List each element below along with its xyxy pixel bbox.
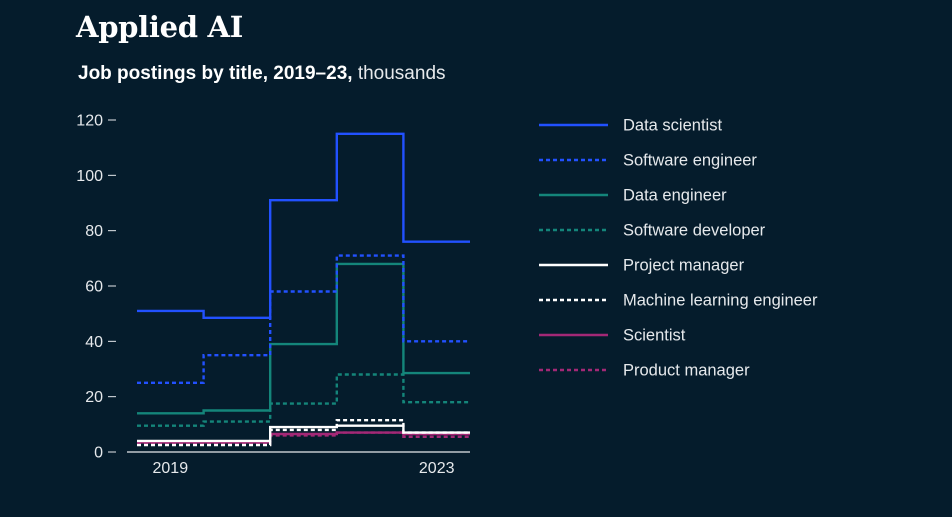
y-axis: 0 20 40 60 80 100 120 bbox=[76, 113, 116, 462]
y-tick-label-40: 40 bbox=[85, 334, 103, 351]
x-tick-label-first: 2019 bbox=[153, 460, 189, 477]
chart-subtitle: Job postings by title, 2019–23, thousand… bbox=[78, 63, 446, 85]
subtitle-main: Job postings by title, 2019–23, bbox=[78, 63, 353, 84]
series-line-data-engineer bbox=[137, 262, 470, 415]
subtitle-unit: thousands bbox=[352, 63, 446, 84]
legend-label: Machine learning engineer bbox=[623, 292, 818, 310]
legend-label: Scientist bbox=[623, 327, 686, 345]
legend-label: Software developer bbox=[623, 222, 766, 240]
legend-item-product-manager: Product manager bbox=[539, 362, 750, 380]
y-tick-label-60: 60 bbox=[85, 279, 103, 296]
chart-title: Applied AI bbox=[76, 10, 243, 44]
x-axis: 2019 2023 bbox=[127, 451, 470, 477]
y-tick-label-120: 120 bbox=[76, 113, 103, 130]
legend-label: Software engineer bbox=[623, 152, 757, 170]
series-line-software-developer bbox=[137, 373, 470, 427]
series-layer bbox=[137, 132, 470, 447]
series-line-data-scientist bbox=[137, 132, 470, 319]
legend-label: Product manager bbox=[623, 362, 750, 380]
legend-item-scientist: Scientist bbox=[539, 327, 686, 345]
series-line-product-manager bbox=[137, 431, 470, 445]
legend-item-data-engineer: Data engineer bbox=[539, 187, 727, 205]
legend-label: Data engineer bbox=[623, 187, 727, 205]
legend-item-data-scientist: Data scientist bbox=[539, 117, 722, 135]
legend: Data scientist Software engineer Data engi… bbox=[539, 117, 818, 380]
legend-item-software-engineer: Software engineer bbox=[539, 152, 757, 170]
legend-item-software-developer: Software developer bbox=[539, 222, 766, 240]
legend-item-project-manager: Project manager bbox=[539, 257, 745, 275]
y-tick-label-20: 20 bbox=[85, 389, 103, 406]
legend-label: Data scientist bbox=[623, 117, 722, 135]
legend-item-machine-learning-engineer: Machine learning engineer bbox=[539, 292, 818, 310]
y-tick-label-100: 100 bbox=[76, 168, 103, 185]
y-tick-label-0: 0 bbox=[94, 445, 103, 462]
x-tick-label-last: 2023 bbox=[419, 460, 455, 477]
legend-label: Project manager bbox=[623, 257, 745, 275]
series-line-software-engineer bbox=[137, 254, 470, 384]
y-tick-label-80: 80 bbox=[85, 223, 103, 240]
series-line-project-manager bbox=[137, 424, 470, 443]
